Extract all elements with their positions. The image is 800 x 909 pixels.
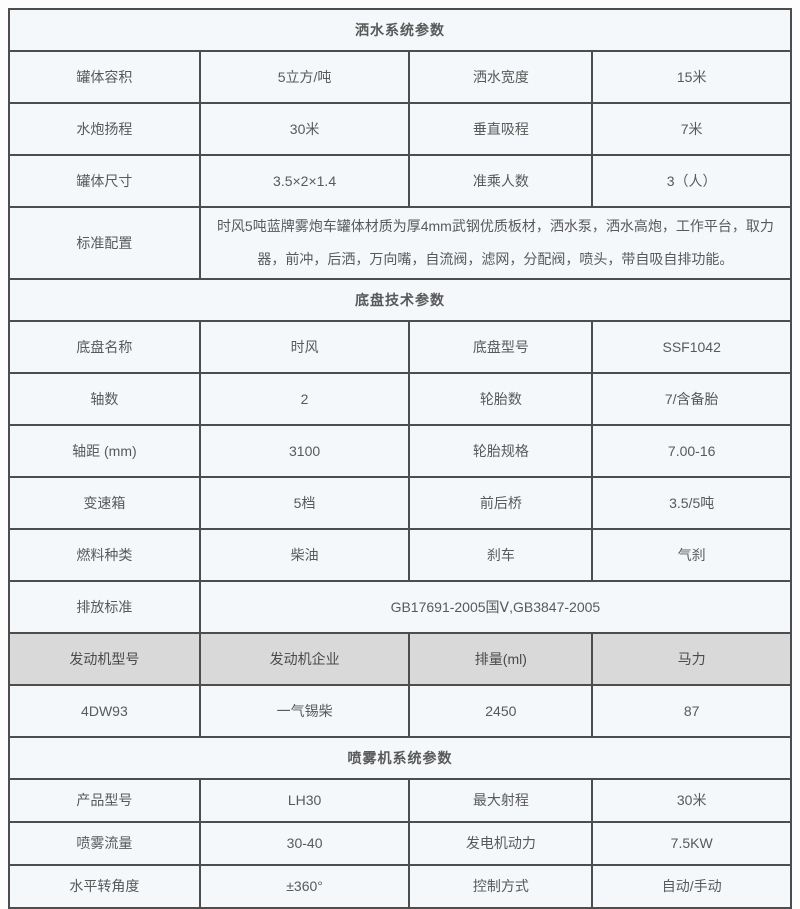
param-value-cell: 5立方/吨 xyxy=(198,50,411,104)
section-title: 喷雾机系统参数 xyxy=(8,735,792,780)
table-row: 标准配置 时风5吨蓝牌雾炮车罐体材质为厚4mm武钢优质板材，洒水泵，洒水高炮，工作… xyxy=(8,206,793,280)
param-value-cell: 7米 xyxy=(591,102,792,156)
spec-table: 洒水系统参数 罐体容积 5立方/吨 洒水宽度 15米 水炮扬程 30米 垂直吸程 7米 罐体尺寸 3… xyxy=(8,8,793,909)
table-row: 4DW93 一气锡柴 2450 87 xyxy=(8,683,792,738)
section-title: 底盘技术参数 xyxy=(8,277,792,322)
param-label-cell: 喷雾流量 xyxy=(8,820,201,866)
param-value-cell: 7.5KW xyxy=(591,820,792,866)
param-label-cell: 罐体容积 xyxy=(8,50,201,104)
column-header-cell: 发动机型号 xyxy=(8,631,201,686)
table-row: 罐体尺寸 3.5×2×1.4 准乘人数 3（人） xyxy=(8,154,792,208)
table-row: 轴数 2 轮胎数 7/含备胎 xyxy=(8,371,792,426)
param-label-cell: 刹车 xyxy=(408,527,594,582)
param-label-cell: 最大射程 xyxy=(408,777,594,823)
table-row: 喷雾流量 30-40 发电机动力 7.5KW xyxy=(8,820,792,866)
param-label-cell: 燃料种类 xyxy=(8,527,201,582)
param-label-cell: 罐体尺寸 xyxy=(8,154,201,208)
table-row: 轴距 (mm) 3100 轮胎规格 7.00-16 xyxy=(8,423,792,478)
param-value-cell: 自动/手动 xyxy=(591,863,792,909)
param-label-cell: 排放标准 xyxy=(8,579,201,634)
table-row: 罐体容积 5立方/吨 洒水宽度 15米 xyxy=(8,50,792,104)
section-header-row: 洒水系统参数 xyxy=(8,8,792,52)
param-label-cell: 洒水宽度 xyxy=(408,50,594,104)
param-value-cell: 3（人） xyxy=(591,154,792,208)
table-row: 变速箱 5档 前后桥 3.5/5吨 xyxy=(8,475,792,530)
param-label-cell: 底盘型号 xyxy=(408,319,594,374)
param-label-cell: 前后桥 xyxy=(408,475,594,530)
param-value-cell: 气刹 xyxy=(591,527,792,582)
param-label-cell: 标准配置 xyxy=(8,206,201,280)
param-label-cell: 底盘名称 xyxy=(8,319,201,374)
param-label-cell: 轴距 (mm) xyxy=(8,423,201,478)
param-value-cell: GB17691-2005国Ⅴ,GB3847-2005 xyxy=(198,579,793,634)
param-value-cell: 2 xyxy=(198,371,411,426)
spec-table-body: 洒水系统参数 罐体容积 5立方/吨 洒水宽度 15米 水炮扬程 30米 垂直吸程 7米 罐体尺寸 3… xyxy=(8,8,793,909)
param-value-cell: 30米 xyxy=(198,102,411,156)
param-label-cell: 2450 xyxy=(408,683,594,738)
table-row: 底盘名称 时风 底盘型号 SSF1042 xyxy=(8,319,792,374)
param-value-cell: 一气锡柴 xyxy=(198,683,411,738)
column-header-cell: 发动机企业 xyxy=(198,631,411,686)
param-value-cell: 30米 xyxy=(591,777,792,823)
param-value-cell: SSF1042 xyxy=(591,319,792,374)
param-label-cell: 变速箱 xyxy=(8,475,201,530)
param-label-cell: 发电机动力 xyxy=(408,820,594,866)
table-row: 产品型号 LH30 最大射程 30米 xyxy=(8,777,792,823)
section-header-row: 喷雾机系统参数 xyxy=(8,735,792,780)
column-header-row: 发动机型号 发动机企业 排量(ml) 马力 xyxy=(8,631,792,686)
param-value-cell: 15米 xyxy=(591,50,792,104)
param-value-cell: 5档 xyxy=(198,475,411,530)
param-value-cell: 时风5吨蓝牌雾炮车罐体材质为厚4mm武钢优质板材，洒水泵，洒水高炮，工作平台，取… xyxy=(198,206,793,280)
param-label-cell: 4DW93 xyxy=(8,683,201,738)
param-label-cell: 垂直吸程 xyxy=(408,102,594,156)
param-value-cell: 柴油 xyxy=(198,527,411,582)
param-value-cell: 7/含备胎 xyxy=(591,371,792,426)
param-label-cell: 轴数 xyxy=(8,371,201,426)
param-value-cell: LH30 xyxy=(198,777,411,823)
spec-page: 洒水系统参数 罐体容积 5立方/吨 洒水宽度 15米 水炮扬程 30米 垂直吸程 7米 罐体尺寸 3… xyxy=(8,8,793,909)
table-row: 水炮扬程 30米 垂直吸程 7米 xyxy=(8,102,792,156)
param-value-cell: 30-40 xyxy=(198,820,411,866)
section-title: 洒水系统参数 xyxy=(8,8,792,52)
section-header-row: 底盘技术参数 xyxy=(8,277,792,322)
param-value-cell: 7.00-16 xyxy=(591,423,792,478)
param-value-cell: 3.5×2×1.4 xyxy=(198,154,411,208)
param-label-cell: 水炮扬程 xyxy=(8,102,201,156)
param-label-cell: 控制方式 xyxy=(408,863,594,909)
column-header-cell: 排量(ml) xyxy=(408,631,594,686)
param-value-cell: 87 xyxy=(591,683,792,738)
param-value-cell: 时风 xyxy=(198,319,411,374)
param-label-cell: 产品型号 xyxy=(8,777,201,823)
param-value-cell: 3.5/5吨 xyxy=(591,475,792,530)
table-row: 排放标准 GB17691-2005国Ⅴ,GB3847-2005 xyxy=(8,579,793,634)
param-value-cell: ±360° xyxy=(198,863,411,909)
table-row: 燃料种类 柴油 刹车 气刹 xyxy=(8,527,792,582)
param-label-cell: 轮胎规格 xyxy=(408,423,594,478)
param-label-cell: 水平转角度 xyxy=(8,863,201,909)
param-value-cell: 3100 xyxy=(198,423,411,478)
table-row: 水平转角度 ±360° 控制方式 自动/手动 xyxy=(8,863,792,909)
param-label-cell: 轮胎数 xyxy=(408,371,594,426)
param-label-cell: 准乘人数 xyxy=(408,154,594,208)
column-header-cell: 马力 xyxy=(591,631,792,686)
